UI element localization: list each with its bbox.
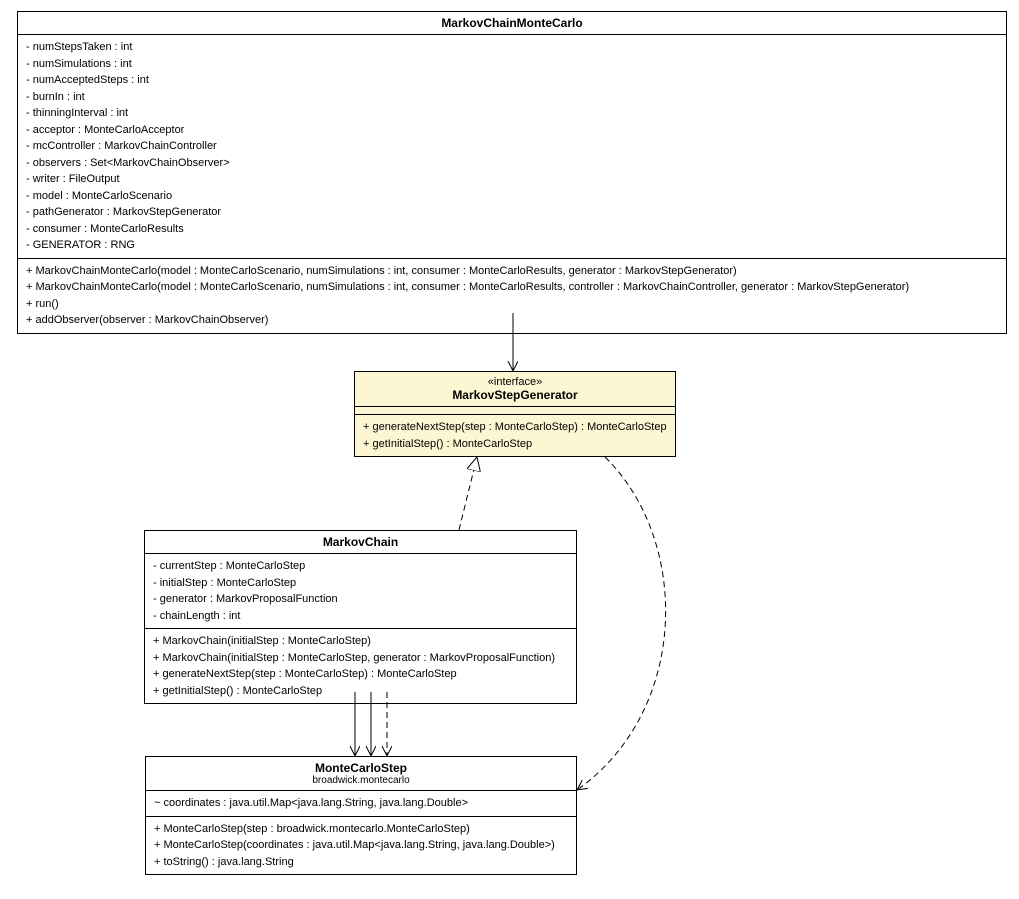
class-title: MarkovChain [145, 531, 576, 554]
attr-row: - writer : FileOutput [26, 171, 998, 188]
interface-markovstepgenerator: «interface» MarkovStepGenerator + genera… [354, 371, 676, 457]
op-row: + getInitialStep() : MonteCarloStep [363, 436, 667, 453]
op-row: + MonteCarloStep(step : broadwick.montec… [154, 821, 568, 838]
attr-row: - numAcceptedSteps : int [26, 72, 998, 89]
attr-row: - burnIn : int [26, 89, 998, 106]
class-package: broadwick.montecarlo [154, 775, 568, 786]
op-row: + MarkovChainMonteCarlo(model : MonteCar… [26, 263, 998, 280]
attr-row: - numSimulations : int [26, 56, 998, 73]
op-row: + MarkovChain(initialStep : MonteCarloSt… [153, 650, 568, 667]
class-attrs: - currentStep : MonteCarloStep - initial… [145, 554, 576, 629]
attr-row: - GENERATOR : RNG [26, 237, 998, 254]
stereotype: «interface» [363, 376, 667, 388]
class-attrs: - numStepsTaken : int - numSimulations :… [18, 35, 1006, 259]
attr-row: ~ coordinates : java.util.Map<java.lang.… [154, 795, 568, 812]
op-row: + addObserver(observer : MarkovChainObse… [26, 312, 998, 329]
attr-row: - model : MonteCarloScenario [26, 188, 998, 205]
class-name: MarkovStepGenerator [452, 388, 577, 402]
class-montecarlostep: MonteCarloStep broadwick.montecarlo ~ co… [145, 756, 577, 875]
class-markovchain: MarkovChain - currentStep : MonteCarloSt… [144, 530, 577, 704]
class-ops: + MonteCarloStep(step : broadwick.montec… [146, 817, 576, 875]
class-title: MonteCarloStep broadwick.montecarlo [146, 757, 576, 791]
op-row: + MarkovChainMonteCarlo(model : MonteCar… [26, 279, 998, 296]
attr-row: - acceptor : MonteCarloAcceptor [26, 122, 998, 139]
class-ops: + MarkovChainMonteCarlo(model : MonteCar… [18, 259, 1006, 333]
class-attrs: ~ coordinates : java.util.Map<java.lang.… [146, 791, 576, 817]
attr-row: - initialStep : MonteCarloStep [153, 575, 568, 592]
op-row: + MarkovChain(initialStep : MonteCarloSt… [153, 633, 568, 650]
op-row: + toString() : java.lang.String [154, 854, 568, 871]
attr-row: - observers : Set<MarkovChainObserver> [26, 155, 998, 172]
op-row: + MonteCarloStep(coordinates : java.util… [154, 837, 568, 854]
attr-row: - generator : MarkovProposalFunction [153, 591, 568, 608]
op-row: + generateNextStep(step : MonteCarloStep… [363, 419, 667, 436]
attr-row: - currentStep : MonteCarloStep [153, 558, 568, 575]
attr-row: - chainLength : int [153, 608, 568, 625]
class-name: MonteCarloStep [315, 761, 407, 775]
attr-row: - thinningInterval : int [26, 105, 998, 122]
attr-row: - mcController : MarkovChainController [26, 138, 998, 155]
class-title: MarkovChainMonteCarlo [18, 12, 1006, 35]
edge-msg-to-mcs [577, 457, 666, 790]
op-row: + generateNextStep(step : MonteCarloStep… [153, 666, 568, 683]
attr-row: - pathGenerator : MarkovStepGenerator [26, 204, 998, 221]
edge-mc-realizes-msg [459, 457, 477, 530]
attr-row: - numStepsTaken : int [26, 39, 998, 56]
class-attrs-empty [355, 407, 675, 415]
class-title: «interface» MarkovStepGenerator [355, 372, 675, 407]
attr-row: - consumer : MonteCarloResults [26, 221, 998, 238]
op-row: + getInitialStep() : MonteCarloStep [153, 683, 568, 700]
class-ops: + generateNextStep(step : MonteCarloStep… [355, 415, 675, 456]
class-ops: + MarkovChain(initialStep : MonteCarloSt… [145, 629, 576, 703]
op-row: + run() [26, 296, 998, 313]
class-markovchainmontecarlo: MarkovChainMonteCarlo - numStepsTaken : … [17, 11, 1007, 334]
